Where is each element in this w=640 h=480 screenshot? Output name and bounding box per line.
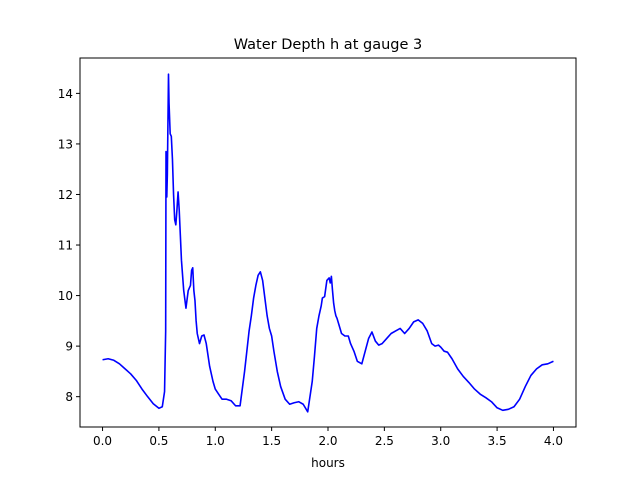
y-tick-label: 13: [58, 137, 73, 151]
x-tick-label: 1.5: [262, 434, 281, 448]
x-tick-label: 3.0: [431, 434, 450, 448]
y-tick-label: 8: [65, 390, 73, 404]
x-tick-label: 0.5: [149, 434, 168, 448]
y-tick-label: 11: [58, 239, 73, 253]
series-line-1: [102, 73, 554, 413]
x-axis-label: hours: [311, 456, 345, 470]
x-tick-label: 2.0: [318, 434, 337, 448]
x-tick-label: 0.0: [93, 434, 112, 448]
x-tick-label: 2.5: [375, 434, 394, 448]
x-tick-label: 4.0: [544, 434, 563, 448]
y-tick-label: 10: [58, 289, 73, 303]
y-tick-label: 9: [65, 340, 73, 354]
plot-frame: [79, 57, 577, 428]
x-tick-label: 1.0: [206, 434, 225, 448]
y-tick-label: 12: [58, 188, 73, 202]
x-tick-label: 3.5: [488, 434, 507, 448]
axes: 0.0 0.5 1.0 1.5 2.0 2.5 3.0 3.5 4.0 8 9 10 11 12 13 14: [58, 57, 577, 448]
plot-area: [102, 73, 554, 413]
chart-title: Water Depth h at gauge 3: [234, 37, 422, 53]
y-tick-label: 14: [58, 87, 73, 101]
